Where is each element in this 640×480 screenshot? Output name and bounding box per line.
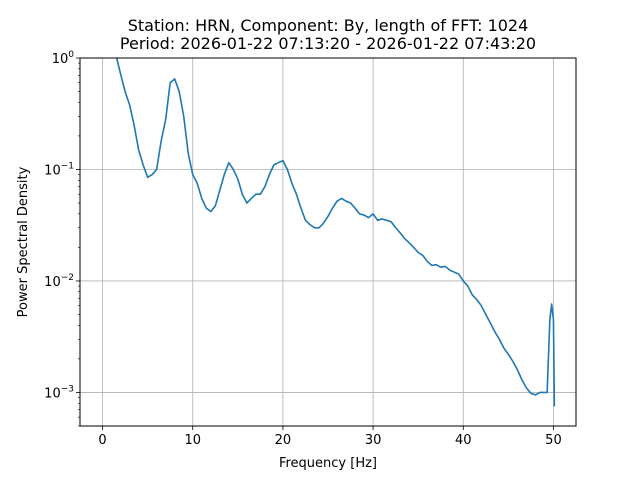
chart-title-line-2: Period: 2026-01-22 07:13:20 - 2026-01-22… (120, 34, 536, 53)
axis-ticks: 0 10 20 30 40 50 100 10−1 10−2 10−3 (44, 50, 562, 448)
x-tick-label: 50 (545, 433, 562, 448)
y-tick-label: 10−1 (44, 161, 74, 178)
x-tick-label: 40 (455, 433, 472, 448)
x-axis-label: Frequency [Hz] (279, 456, 377, 471)
y-tick-label: 10−2 (44, 273, 74, 290)
x-tick-label: 0 (98, 433, 106, 448)
x-tick-label: 10 (184, 433, 201, 448)
chart-title-line-1: Station: HRN, Component: By, length of F… (128, 16, 529, 35)
plot-area (115, 58, 556, 407)
y-axis-label: Power Spectral Density (16, 166, 31, 317)
psd-series-line (115, 58, 556, 407)
y-tick-label: 100 (52, 50, 75, 67)
y-tick-label: 10−3 (44, 384, 74, 401)
x-tick-label: 20 (275, 433, 292, 448)
x-tick-label: 30 (365, 433, 382, 448)
plot-frame (79, 57, 577, 427)
